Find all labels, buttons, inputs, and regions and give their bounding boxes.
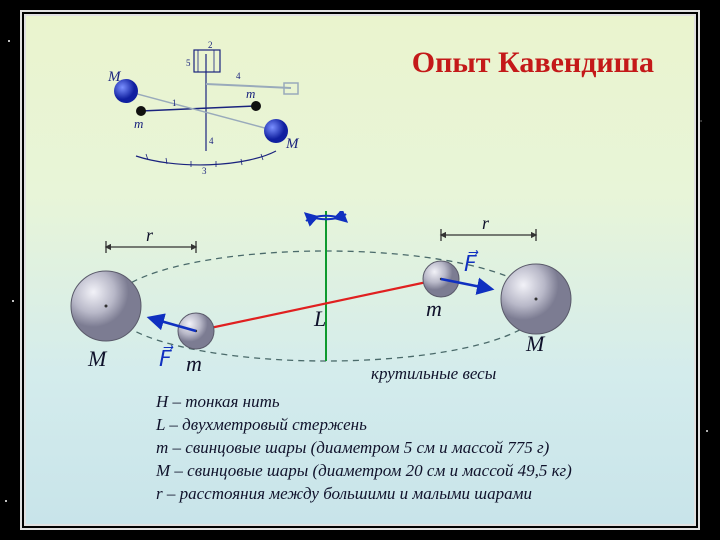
label-M-right: M xyxy=(285,136,300,152)
slide-frame: Опыт Кавендиша xyxy=(20,10,700,530)
apparatus-sketch: M M m m 2 5 4 1 4 3 xyxy=(96,36,306,186)
label-m-right: m xyxy=(426,296,442,321)
svg-text:4: 4 xyxy=(236,71,241,81)
label-r-left: r xyxy=(146,225,154,245)
svg-text:1: 1 xyxy=(172,98,177,108)
legend-m: m – свинцовые шары (диаметром 5 см и мас… xyxy=(156,437,572,460)
label-m-left: m xyxy=(186,351,202,376)
label-L: L xyxy=(313,306,326,331)
star xyxy=(8,40,10,42)
small-ball-right xyxy=(251,101,261,111)
label-m-right: m xyxy=(246,86,255,101)
label-F-left: F⃗ xyxy=(159,345,174,371)
scale-arc xyxy=(136,151,276,165)
label-M-right: M xyxy=(525,331,546,356)
small-ball-left xyxy=(136,106,146,116)
legend: H – тонкая нить L – двухметровый стержен… xyxy=(156,391,572,506)
slide-panel: Опыт Кавендиша xyxy=(26,16,694,524)
svg-text:3: 3 xyxy=(202,166,207,176)
svg-text:2: 2 xyxy=(208,40,213,50)
legend-H: H – тонкая нить xyxy=(156,391,572,414)
svg-text:5: 5 xyxy=(186,58,191,68)
label-r-right: r xyxy=(482,213,490,233)
star xyxy=(12,300,14,302)
label-m-left: m xyxy=(134,116,143,131)
legend-M: M – свинцовые шары (диаметром 20 см и ма… xyxy=(156,460,572,483)
label-M-left: M xyxy=(87,346,108,371)
star xyxy=(706,430,708,432)
main-diagram: L M m F⃗ m M xyxy=(46,211,666,401)
diagram-caption: крутильные весы xyxy=(371,364,496,384)
legend-r: r – расстояния между большими и малыми ш… xyxy=(156,483,572,506)
star xyxy=(700,120,702,122)
slide-outer: Опыт Кавендиша xyxy=(0,0,720,540)
label-M-left: M xyxy=(107,69,122,85)
slide-title: Опыт Кавендиша xyxy=(412,46,654,80)
star xyxy=(5,500,7,502)
label-F-right: F⃗ xyxy=(464,250,479,276)
svg-text:4: 4 xyxy=(209,136,214,146)
legend-L: L – двухметровый стержень xyxy=(156,414,572,437)
big-ball-right xyxy=(264,119,288,143)
